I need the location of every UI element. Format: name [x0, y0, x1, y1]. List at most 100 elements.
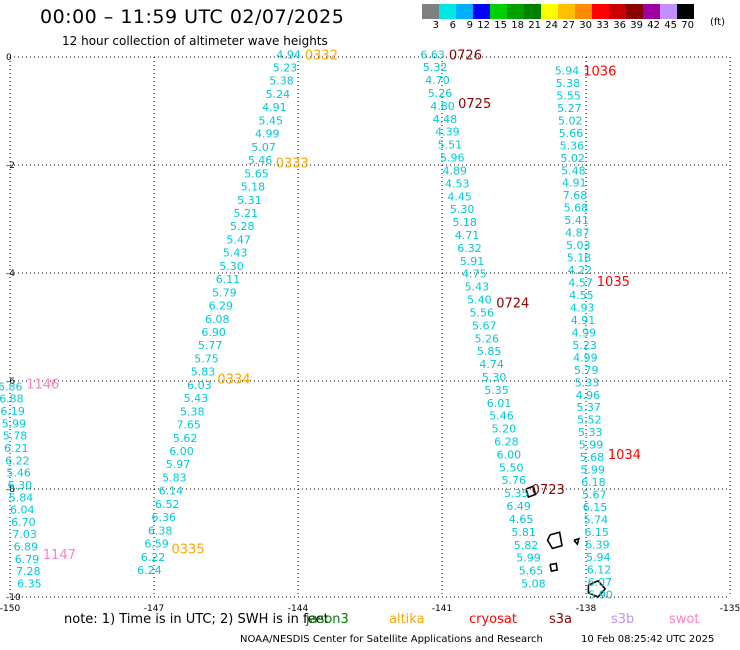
pass-time-label: 1147	[43, 548, 76, 563]
wave-height-value: 5.75	[194, 352, 219, 365]
wave-height-value: 5.99	[580, 464, 605, 477]
color-scale-label: 27	[562, 20, 575, 31]
wave-height-value: 4.39	[435, 126, 460, 139]
wave-height-value: 5.33	[575, 376, 600, 389]
wave-height-value: 5.48	[561, 164, 586, 177]
island-outline	[587, 579, 607, 598]
wave-height-value: 5.30	[219, 260, 244, 273]
pass-time-label: 0724	[496, 297, 529, 312]
wave-height-value: 5.90	[588, 588, 613, 601]
wave-height-value: 4.91	[562, 177, 587, 190]
color-swatch	[626, 4, 643, 19]
wave-height-value: 5.67	[472, 319, 497, 332]
color-swatch	[507, 4, 524, 19]
satellite-legend-s3b: s3b	[611, 612, 635, 627]
wave-height-value: 5.43	[184, 392, 209, 405]
wave-height-value: 6.19	[0, 405, 25, 418]
wave-height-value: 5.99	[2, 417, 27, 430]
wave-height-value: 5.08	[521, 578, 546, 591]
wave-height-value: 6.22	[5, 454, 30, 467]
color-swatch	[490, 4, 507, 19]
wave-height-value: 5.45	[259, 114, 284, 127]
wave-height-value: 4.91	[262, 101, 287, 114]
color-swatch	[422, 4, 439, 19]
wave-height-value: 4.93	[570, 301, 595, 314]
wave-height-value: 6.24	[137, 564, 162, 577]
y-tick-label: -8	[6, 485, 15, 495]
color-scale-labels: 3 6 9 12 15 18 21 24 27 30 33 36 39 42 45 70	[422, 19, 694, 32]
color-scale-label: 36	[613, 20, 626, 31]
wave-height-value: 7.65	[176, 419, 201, 432]
footer-note: note: 1) Time is in UTC; 2) SWH is in fe…	[64, 612, 329, 627]
wave-height-value: 7.28	[16, 565, 41, 578]
wave-height-value: 5.74	[584, 513, 609, 526]
color-scale-label: 70	[681, 20, 694, 31]
wave-height-value: 6.88	[0, 393, 24, 406]
wave-height-value: 5.65	[519, 565, 544, 578]
pass-time-label: 0334	[217, 372, 250, 387]
wave-height-value: 5.50	[499, 461, 524, 474]
island-outline	[546, 531, 563, 550]
color-scale-label: 42	[647, 20, 660, 31]
color-scale-label: 30	[579, 20, 592, 31]
wave-height-value: 6.29	[209, 300, 234, 313]
color-swatch	[439, 4, 456, 19]
wave-height-value: 6.52	[155, 498, 180, 511]
y-tick-label: -2	[6, 161, 15, 171]
wave-height-value: 6.89	[14, 541, 39, 554]
wave-height-value: 5.79	[574, 364, 599, 377]
color-scale-label: 15	[494, 20, 507, 31]
pass-time-label: 0723	[532, 483, 565, 498]
wave-height-value: 5.20	[492, 423, 517, 436]
pass-time-label: 1146	[26, 378, 59, 393]
wave-height-value: 4.99	[573, 351, 598, 364]
pass-time-label: 0725	[458, 97, 491, 112]
x-tick-label: -144	[288, 604, 309, 614]
x-tick-label: -141	[432, 604, 452, 614]
wave-height-value: 5.23	[273, 62, 298, 75]
color-scale-unit: (ft)	[710, 17, 726, 28]
wave-height-value: 5.02	[558, 114, 583, 127]
island-outline	[573, 537, 580, 546]
chart-title: 00:00 – 11:59 UTC 02/07/2025	[40, 6, 345, 28]
wave-height-value: 6.14	[159, 485, 184, 498]
wave-height-value: 7.03	[12, 528, 37, 541]
wave-height-value: 5.46	[6, 467, 31, 480]
wave-height-value: 5.27	[557, 102, 582, 115]
wave-height-value: 4.45	[447, 190, 472, 203]
color-scale-label: 9	[466, 20, 473, 31]
satellite-legend-altika: altika	[389, 612, 425, 627]
wave-height-value: 6.22	[141, 551, 166, 564]
color-scale-label: 18	[511, 20, 524, 31]
wave-height-value: 6.15	[584, 526, 609, 539]
wave-height-value: 4.57	[568, 277, 593, 290]
pass-time-label: 0333	[276, 156, 309, 171]
color-swatch	[592, 4, 609, 19]
color-scale-label: 33	[596, 20, 609, 31]
wave-height-value: 6.15	[583, 501, 608, 514]
wave-height-value: 5.23	[572, 339, 597, 352]
wave-height-value: 4.94	[276, 48, 301, 61]
wave-height-value: 4.87	[565, 227, 590, 240]
wave-height-value: 5.43	[465, 281, 490, 294]
wave-height-value: 5.77	[198, 339, 223, 352]
pass-time-label: 0726	[449, 48, 482, 63]
color-scale-label: 45	[664, 20, 677, 31]
wave-height-value: 5.78	[3, 430, 28, 443]
wave-height-value: 4.70	[425, 74, 450, 87]
wave-height-value: 4.71	[455, 229, 480, 242]
wave-height-value: 5.68	[580, 451, 605, 464]
y-tick-label: -10	[6, 593, 21, 603]
wave-height-value: 4.53	[445, 177, 470, 190]
wave-height-value: 6.11	[216, 273, 241, 286]
color-swatch	[609, 4, 626, 19]
satellite-legend-swot: swot	[669, 612, 700, 627]
wave-height-value: 5.38	[269, 75, 294, 88]
color-scale-swatches	[422, 4, 694, 19]
x-tick-label: -147	[144, 604, 164, 614]
color-swatch	[524, 4, 541, 19]
wave-height-value: 5.41	[564, 214, 589, 227]
x-tick-label: -150	[0, 604, 20, 614]
wave-height-value: 6.00	[169, 445, 194, 458]
color-swatch	[541, 4, 558, 19]
